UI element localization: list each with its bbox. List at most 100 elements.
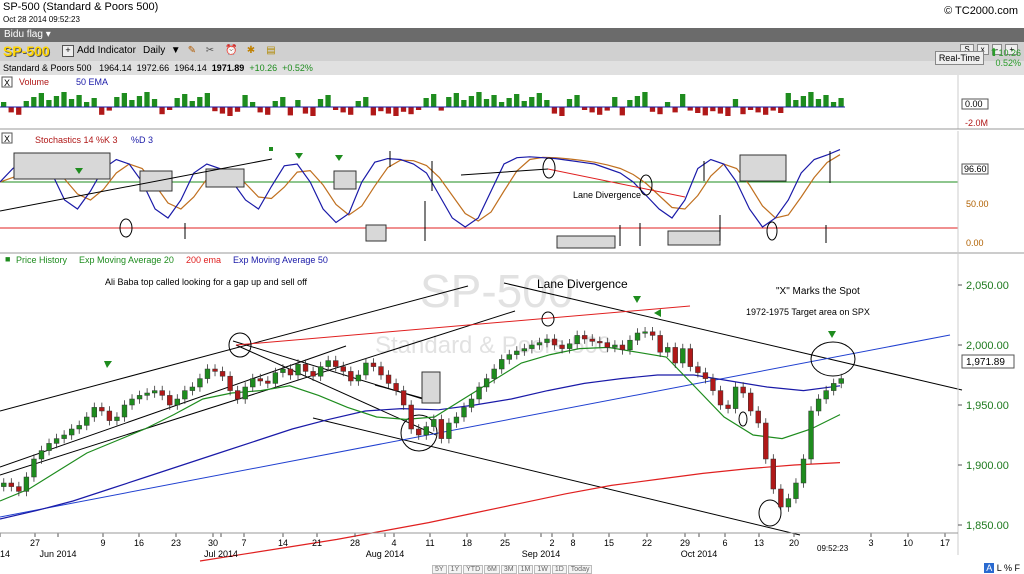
chart-area[interactable]: X Volume 50 EMA 0.00 -2.0M X Stochastics… [0,75,1024,563]
window-button-plus[interactable]: + [1005,44,1018,55]
candle [529,344,535,349]
crosshair-icon[interactable]: ✂ [205,45,215,56]
x-tick-label: 15 [604,538,614,548]
chevron-down-icon: ▾ [45,29,51,40]
volume-bar [574,95,580,107]
candle [574,335,580,345]
corner-l[interactable]: L [996,563,1002,573]
close-icon: X [4,134,10,144]
time-stamp: 09:52:23 [817,544,849,553]
note-icon[interactable]: ▤ [266,45,276,56]
volume-bar [136,96,143,107]
scale-ytd[interactable]: YTD [463,565,484,574]
candle [302,363,309,372]
volume-bar [46,100,52,107]
x-tick-label: Aug 2014 [366,549,405,559]
candle [491,368,497,379]
window-button-minus[interactable]: - [991,44,1003,55]
drawing-tools-icon[interactable]: ✎ [187,45,197,56]
candle [23,476,30,492]
candle [370,362,377,367]
x-tick-label: 18 [462,538,472,548]
candle [499,359,505,370]
volume-bar [151,99,158,107]
alarm-clock-icon[interactable]: ⏰ [225,45,238,56]
x-tick-label: 13 [754,538,764,548]
close-pane-icon[interactable] [1,132,13,144]
timeframe-dropdown[interactable]: Daily ▼ [143,45,181,56]
scale-5y[interactable]: 5Y [432,565,447,574]
quote-line: Standard & Poors 500 1964.14 1972.66 196… [3,63,313,73]
volume-bar [438,107,444,111]
volume-bar [642,92,648,107]
realtime-button[interactable]: Real-Time [934,51,984,65]
scale-1y[interactable]: 1Y [447,565,463,574]
candle [770,458,776,490]
stoch-tick-50: 50.00 [966,199,989,209]
volume-bar [506,98,512,107]
volume-bar [189,101,195,107]
close-pane-icon[interactable] [1,76,13,88]
volume-bar [680,94,686,107]
volume-bar [581,107,588,110]
quote-low: 1964.14 [174,63,207,73]
corner-a[interactable]: A [984,563,995,573]
x-tick-label: Sep 2014 [522,549,561,559]
corner-controls: A L % F [984,563,1020,573]
volume-bar [348,107,354,115]
scale-1m[interactable]: 1M [517,565,534,574]
x-tick-label: 21 [312,538,322,548]
x-tick-label: 20 [789,538,799,548]
candle [242,386,248,400]
volume-bar [453,93,459,107]
copyright-label: © TC2000.com [944,5,1018,17]
stoch-annotation-boxes [13,152,787,249]
candle [1,482,7,487]
candle [559,344,565,349]
candle [136,395,143,400]
volume-bar [31,97,37,107]
volume-bar [129,100,135,107]
volume-bar [695,107,701,113]
candle [476,386,482,400]
candle [280,368,286,373]
volume-bar [566,99,573,107]
volume-bar [740,107,746,115]
add-indicator-button[interactable]: + Add Indicator [62,45,136,57]
watchlist-dropdown[interactable]: Bidu flag ▾ [4,29,51,40]
volume-bar [106,107,112,111]
scale-today[interactable]: Today [567,565,593,574]
scale-1w[interactable]: 1W [534,565,551,574]
quote-bar: Standard & Poors 500 1964.14 1972.66 196… [0,61,1024,75]
scale-3m[interactable]: 3M [500,565,517,574]
candle [589,338,595,342]
candle [340,366,346,372]
volume-bar [838,98,844,107]
x-tick-label: 6 [722,538,727,548]
lightbulb-icon[interactable]: ✱ [246,45,256,56]
volume-bar [159,107,165,115]
quote-change: +10.26 [249,63,278,73]
quote-change-pct: +0.52% [282,63,313,73]
annotation-target: 1972-1975 Target area on SPX [746,307,870,317]
candle [167,395,173,406]
candle [725,404,731,409]
volume-bar [212,107,218,112]
ema20-line [0,346,841,502]
candle [204,368,211,379]
scale-1d[interactable]: 1D [551,565,567,574]
corner-f[interactable]: F [1014,563,1021,573]
scale-6m[interactable]: 6M [484,565,500,574]
volume-bar [302,107,309,114]
volume-bar [8,107,14,113]
volume-bar [227,107,233,116]
candle [144,392,150,396]
y-tick-label: 2,050.00 [966,280,1009,292]
x-tick-label: 2014 [0,549,10,559]
corner-pct[interactable]: % [1003,563,1012,573]
volume-bar [310,107,316,116]
x-tick-label: 27 [30,538,40,548]
symbol-box[interactable]: SP-500 [3,43,50,59]
volume-bar [174,98,180,107]
stoch-annotation-lines [0,151,831,246]
